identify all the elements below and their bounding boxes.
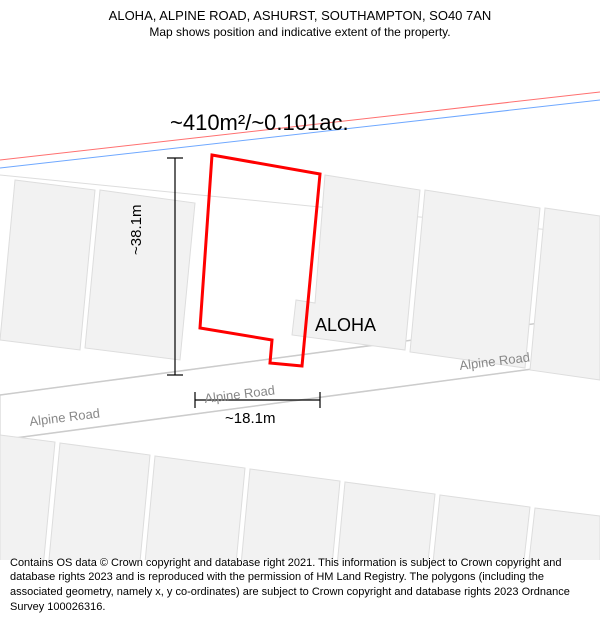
map-canvas: Alpine RoadAlpine RoadAlpine Road ~410m²… [0,40,600,540]
area-measurement-label: ~410m²/~0.101ac. [170,110,349,136]
property-name-label: ALOHA [315,315,376,336]
address-line: ALOHA, ALPINE ROAD, ASHURST, SOUTHAMPTON… [0,8,600,25]
subtitle-line: Map shows position and indicative extent… [0,25,600,41]
header: ALOHA, ALPINE ROAD, ASHURST, SOUTHAMPTON… [0,0,600,40]
copyright-footer: Contains OS data © Crown copyright and d… [0,550,600,625]
height-measurement-label: ~38.1m [128,205,145,255]
width-measurement-label: ~18.1m [225,410,275,427]
